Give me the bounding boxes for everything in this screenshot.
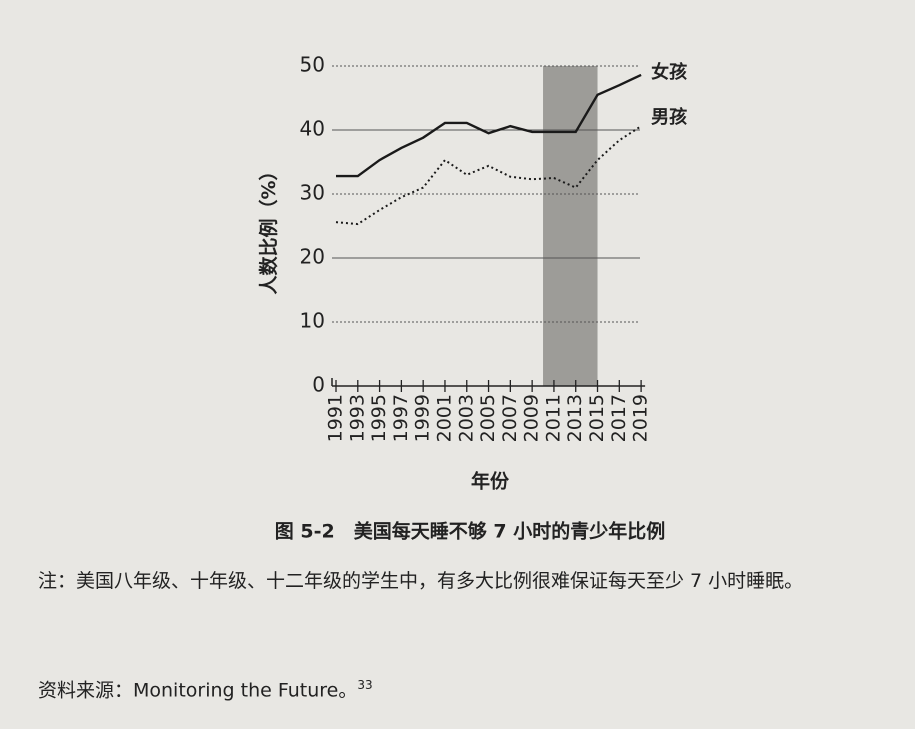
x-tick-label: 1993 xyxy=(346,394,368,442)
x-axis-label: 年份 xyxy=(471,470,510,493)
series-label: 女孩 xyxy=(651,61,687,83)
x-tick-label: 1999 xyxy=(412,394,434,442)
note: 注：美国八年级、十年级、十二年级的学生中，有多大比例很难保证每天至少 7 小时睡… xyxy=(38,570,804,592)
y-tick-label: 40 xyxy=(300,117,325,141)
caption: 图 5-2 美国每天睡不够 7 小时的青少年比例 xyxy=(275,520,665,543)
x-tick-label: 2007 xyxy=(499,394,521,442)
y-tick-label: 10 xyxy=(300,309,325,333)
y-tick-label: 50 xyxy=(300,53,325,77)
x-tick-label: 2015 xyxy=(586,394,608,442)
series-line xyxy=(336,73,642,178)
x-tick-label: 2011 xyxy=(542,394,564,442)
x-tick-label: 2017 xyxy=(608,394,630,442)
source-text: 资料来源：Monitoring the Future。 xyxy=(38,679,358,702)
x-tick-label: 2003 xyxy=(455,394,477,442)
y-axis-label: 人数比例（%） xyxy=(257,161,280,294)
source: 资料来源：Monitoring the Future。33 xyxy=(38,662,373,713)
shaded-period xyxy=(543,66,598,386)
x-tick-label: 1995 xyxy=(368,394,390,442)
x-tick-label: 2005 xyxy=(477,394,499,442)
series-line xyxy=(335,125,642,226)
x-tick-label: 2001 xyxy=(433,394,455,442)
y-tick-label: 30 xyxy=(300,181,325,205)
x-tick-label: 2009 xyxy=(521,394,543,442)
series-label: 男孩 xyxy=(651,106,687,128)
x-tick-label: 2019 xyxy=(630,394,652,442)
reference: 33 xyxy=(357,678,373,692)
y-tick-label: 20 xyxy=(300,245,325,269)
x-tick-label: 1997 xyxy=(390,394,412,442)
x-tick-label: 1991 xyxy=(325,394,347,442)
x-tick-label: 2013 xyxy=(564,394,586,442)
y-tick-label: 0 xyxy=(312,373,325,397)
